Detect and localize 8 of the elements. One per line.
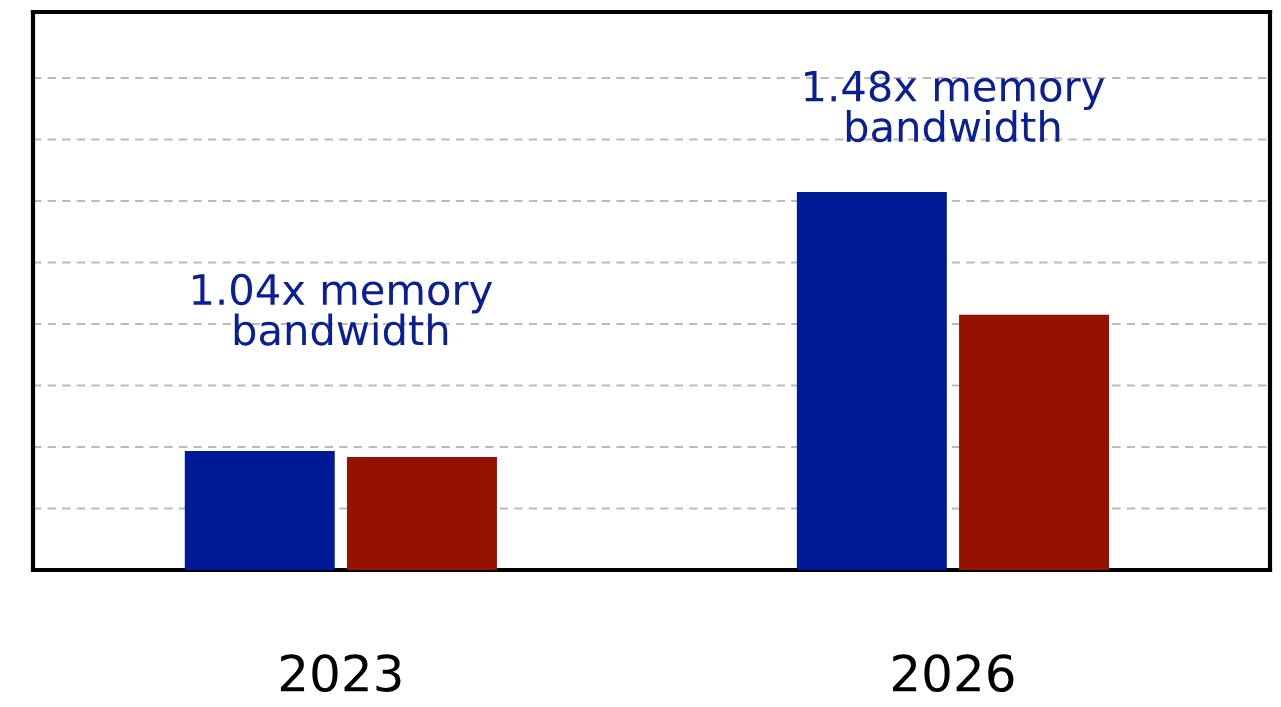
annotation: 1.04x memory bandwidth [193,273,493,346]
bar [184,450,335,570]
bar [346,456,497,570]
bar [796,192,947,570]
bar [959,314,1110,570]
x-tick-label: 2026 [892,654,1014,693]
x-tick-label: 2023 [280,654,401,693]
text: 1.48x memory bandwidth [805,70,1105,143]
